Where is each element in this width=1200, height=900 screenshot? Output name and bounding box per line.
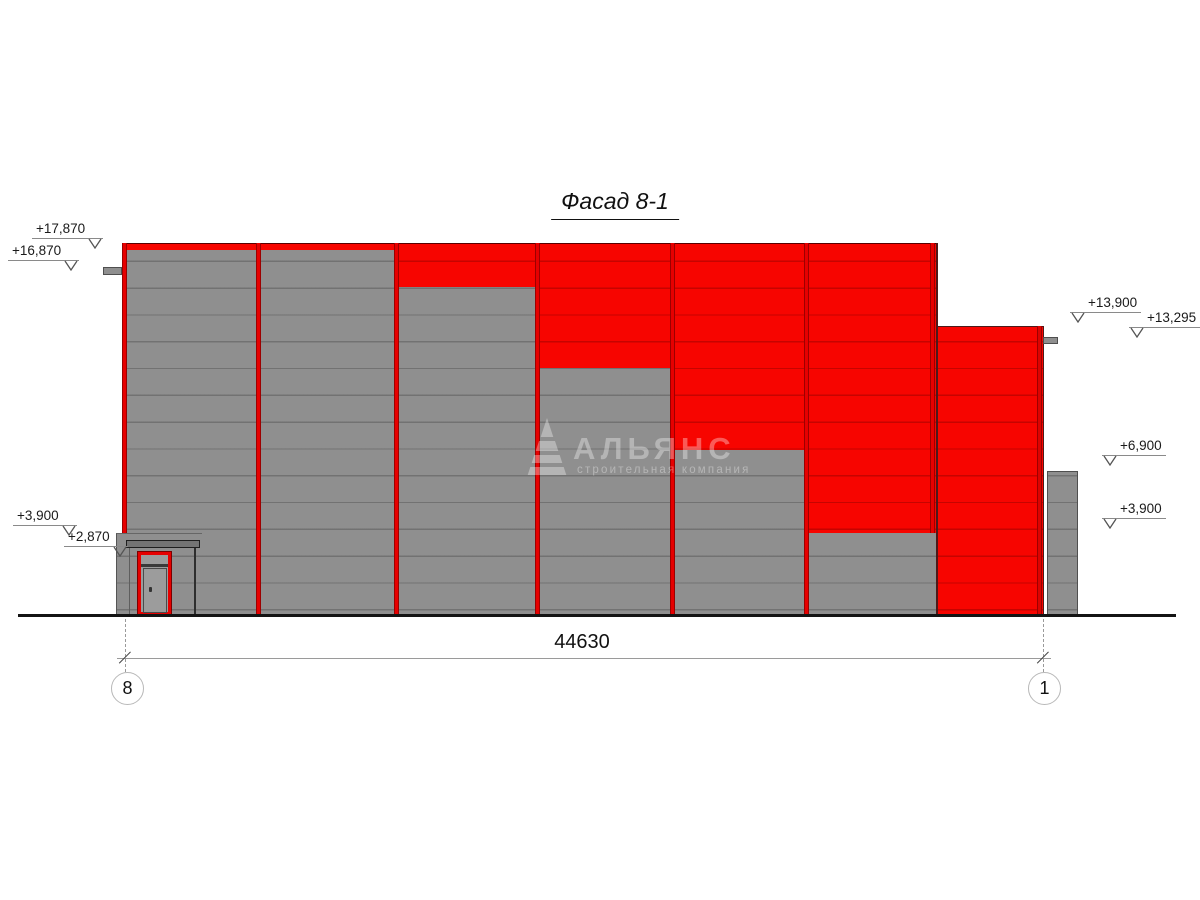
elevation-marker: +3,900: [13, 508, 77, 536]
elevation-label: +13,900: [1088, 295, 1138, 310]
elevation-label: +2,870: [68, 529, 110, 544]
right-edge-line: [1043, 326, 1044, 615]
right-end-column: [1047, 471, 1078, 615]
page-title: Фасад 8-1: [551, 188, 679, 220]
elevation-arrow-icon: [62, 525, 76, 536]
facade-panel-bay3-upper: [396, 250, 537, 287]
entrance-door-leaf: [143, 568, 167, 613]
dimension-value: 44630: [554, 631, 610, 653]
elevation-marker: +6,900: [1102, 438, 1166, 466]
elevation-marker: +2,870: [64, 529, 128, 557]
elevation-label: +17,870: [36, 221, 86, 236]
entrance-post-left: [129, 548, 130, 615]
entrance-post-right: [194, 548, 196, 615]
elevation-label: +3,900: [17, 508, 59, 523]
parapet-band: [122, 243, 936, 250]
mullion-3: [393, 243, 399, 615]
elevation-marker: +13,295: [1129, 310, 1200, 338]
step-edge-vertical: [936, 243, 938, 615]
axis-bubble-8: 8: [111, 672, 144, 705]
extension-line-right: [1043, 619, 1044, 672]
elevation-arrow-icon: [1130, 327, 1144, 338]
elevation-arrow-icon: [113, 546, 127, 557]
dimension-line: [117, 658, 1051, 659]
axis-bubble-1: 1: [1028, 672, 1061, 705]
mullion-6: [803, 243, 809, 615]
facade-panel-bay2: [258, 250, 396, 615]
axis-label: 1: [1039, 678, 1050, 698]
door-handle: [149, 587, 152, 592]
mullion-left-edge: [122, 243, 127, 533]
mullion-5: [669, 243, 675, 615]
facade-panel-bay3-lower: [396, 287, 537, 615]
elevation-arrow-icon: [1103, 455, 1117, 466]
mullion-right-edge: [1037, 326, 1042, 615]
left-wall-tab: [103, 267, 122, 275]
mullion-2: [255, 243, 261, 615]
facade-panel-bay7: [938, 326, 1043, 615]
right-wall-tab: [1043, 337, 1058, 344]
extension-line-left: [125, 619, 126, 672]
mullion-4: [534, 243, 540, 615]
facade-panel-bay4-lower: [537, 368, 672, 615]
facade-panel-bay5-upper: [672, 250, 806, 450]
elevation-marker: +16,870: [8, 243, 80, 271]
elevation-arrow-icon: [64, 260, 78, 271]
elevation-arrow-icon: [1071, 312, 1085, 323]
elevation-label: +13,295: [1147, 310, 1197, 325]
elevation-marker: +17,870: [32, 221, 104, 249]
elevation-arrow-icon: [1103, 518, 1117, 529]
door-transom-bar: [141, 564, 168, 567]
facade-panel-bay6-lower: [806, 533, 936, 615]
elevation-label: +6,900: [1120, 438, 1162, 453]
entrance-canopy: [126, 540, 200, 548]
elevation-marker: +13,900: [1070, 295, 1142, 323]
elevation-label: +16,870: [12, 243, 62, 258]
facade-panel-bay6-upper: [806, 250, 936, 533]
elevation-arrow-icon: [88, 238, 102, 249]
mullion-step: [930, 243, 935, 533]
axis-label: 8: [122, 678, 133, 698]
facade-panel-bay4-upper: [537, 250, 672, 368]
ground-line: [18, 614, 1176, 617]
facade-panel-bay5-lower: [672, 450, 806, 615]
elevation-label: +3,900: [1120, 501, 1162, 516]
elevation-marker: +3,900: [1102, 501, 1166, 529]
